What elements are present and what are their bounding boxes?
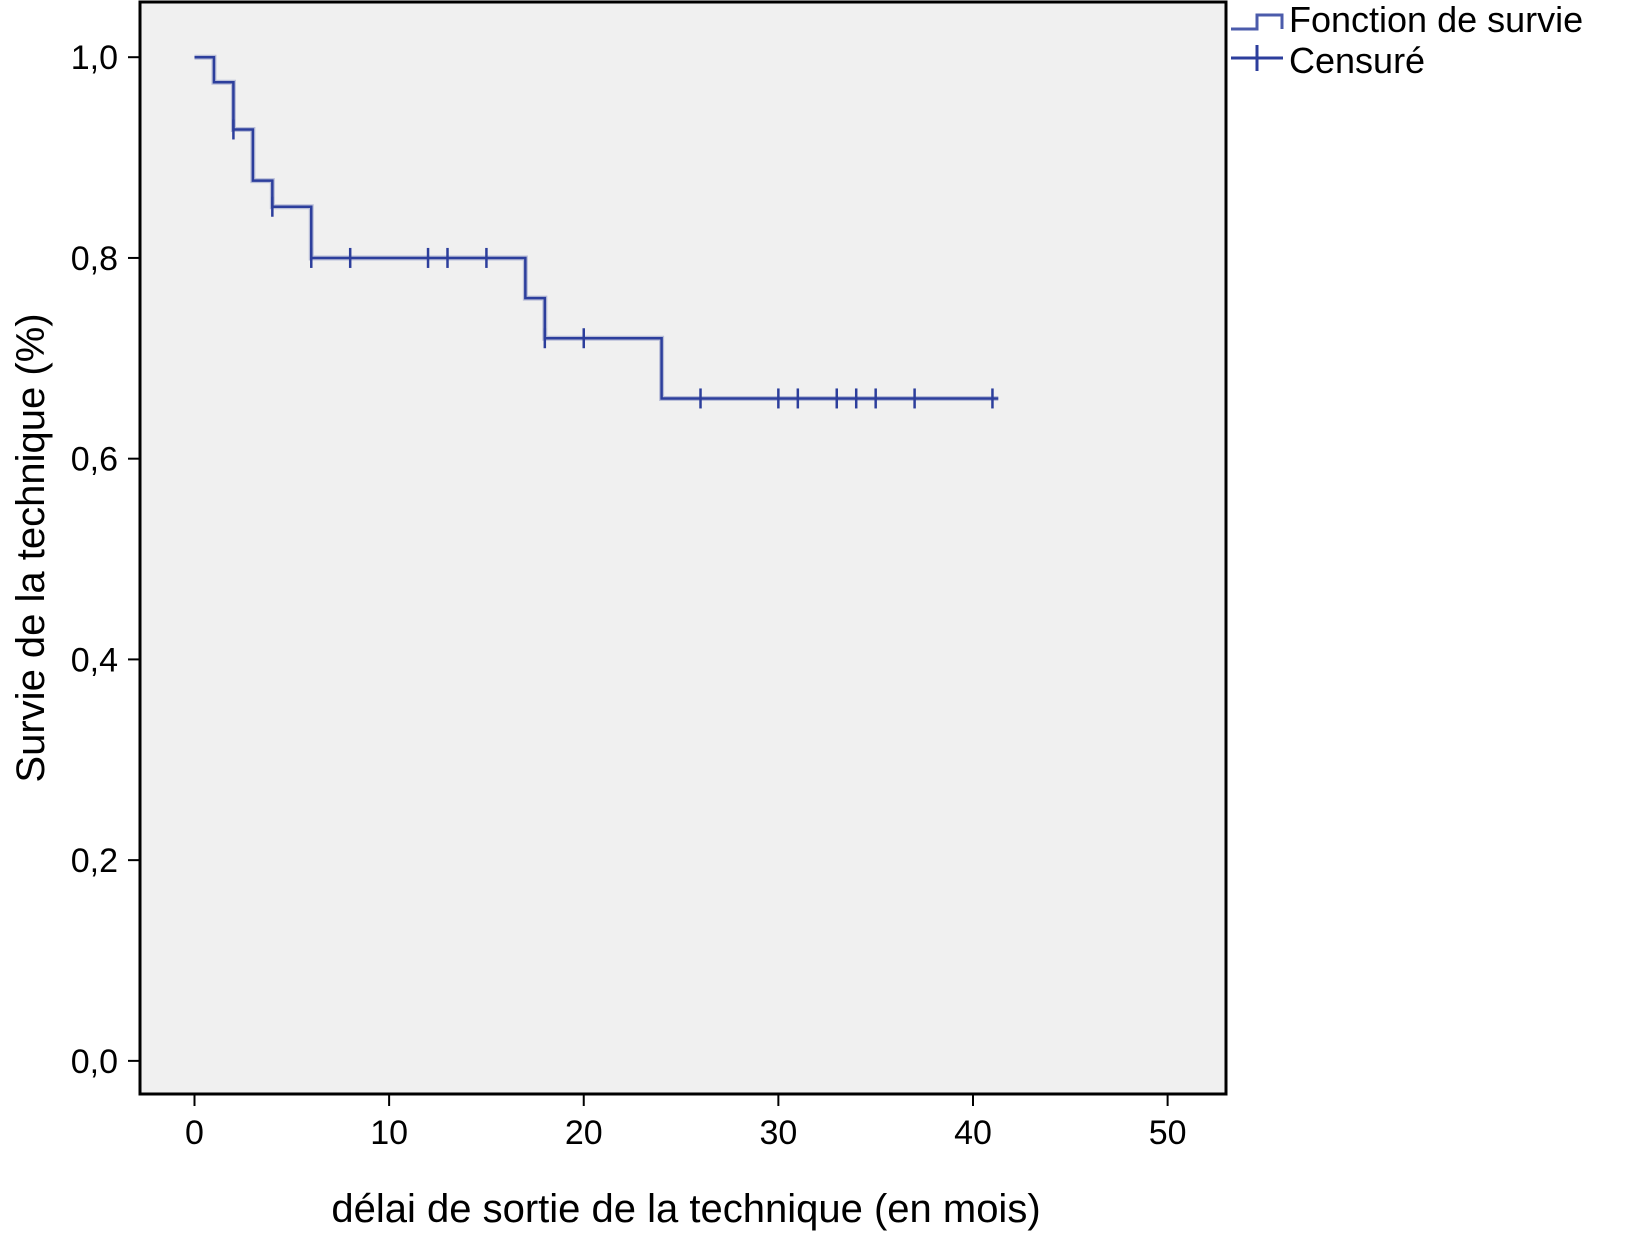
censor-layer	[232, 119, 994, 409]
x-tick-label: 20	[565, 1114, 603, 1152]
series-layer	[194, 54, 999, 401]
y-axis: 0,0 0,2 0,4 0,6 0,8 1,0	[71, 39, 140, 1081]
y-axis-title: Survie de la technique (%)	[9, 313, 53, 782]
legend: Fonction de survie Censuré	[1231, 0, 1583, 81]
y-tick-label: 0,4	[71, 641, 118, 679]
x-tick-label: 40	[954, 1114, 992, 1152]
legend-item-censored: Censuré	[1231, 40, 1425, 81]
legend-item-survival: Fonction de survie	[1231, 0, 1583, 40]
survival-step-line	[194, 55, 999, 400]
x-tick-label: 10	[370, 1114, 408, 1152]
x-tick-label: 0	[185, 1114, 204, 1152]
legend-label-censored: Censuré	[1289, 40, 1425, 81]
step-line-icon	[1231, 13, 1284, 31]
y-tick-label: 0,6	[71, 441, 118, 479]
y-tick-label: 0,0	[71, 1043, 118, 1081]
x-axis-title: délai de sortie de la technique (en mois…	[331, 1187, 1040, 1231]
plot-area	[138, 0, 1228, 1096]
legend-label-survival: Fonction de survie	[1289, 0, 1583, 40]
x-axis: 0 10 20 30 40 50	[185, 1094, 1187, 1152]
y-tick-label: 0,8	[71, 240, 118, 278]
y-tick-label: 0,2	[71, 842, 118, 880]
x-tick-label: 30	[759, 1114, 797, 1152]
y-tick-label: 1,0	[71, 39, 118, 77]
x-tick-label: 50	[1149, 1114, 1187, 1152]
censor-cross-icon	[1231, 45, 1283, 71]
